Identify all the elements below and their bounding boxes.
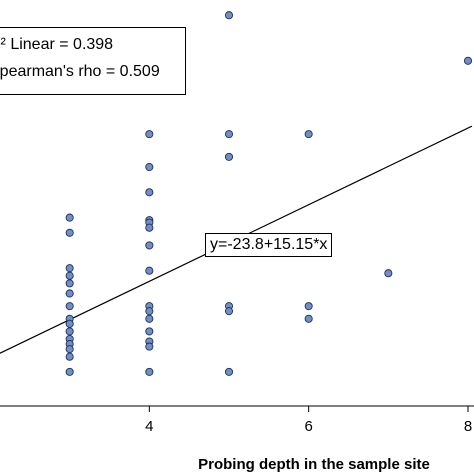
data-point (145, 266, 154, 275)
data-point (65, 213, 74, 222)
x-tick-label: 4 (145, 418, 153, 435)
data-point (145, 327, 154, 336)
data-point (65, 367, 74, 376)
data-point (65, 271, 74, 280)
x-tick-label: 8 (464, 418, 472, 435)
data-point (224, 152, 234, 161)
data-point (65, 319, 74, 328)
data-point (145, 314, 154, 323)
data-point (145, 307, 154, 316)
fit-equation-label: y=-23.8+15.15*x (205, 233, 333, 257)
legend-spearman-label: Spearman's rho = 0.509 (0, 63, 160, 80)
x-axis-label-text: Probing depth in the sample site (198, 456, 430, 473)
x-tick-label: 6 (304, 418, 312, 435)
data-point (224, 307, 234, 316)
data-point (65, 327, 74, 336)
x-axis-label: Probing depth in the sample site (0, 456, 474, 473)
data-point (65, 345, 74, 354)
data-point (145, 188, 154, 197)
data-point (145, 130, 154, 139)
data-point (224, 367, 234, 376)
data-point (384, 269, 393, 278)
data-point (224, 130, 234, 139)
data-point (65, 302, 74, 311)
data-point (65, 279, 74, 288)
data-point (145, 162, 154, 172)
data-point (65, 264, 74, 273)
data-point (65, 352, 74, 361)
data-point (145, 367, 154, 376)
legend-box: R² Linear = 0.398 Spearman's rho = 0.509 (0, 27, 186, 95)
data-point (304, 314, 313, 323)
data-point (65, 289, 74, 298)
data-point (145, 241, 154, 250)
data-point (304, 302, 313, 311)
x-axis: 4 6 8 (0, 405, 474, 435)
data-point (304, 130, 313, 139)
data-point (224, 11, 234, 20)
data-point (145, 223, 154, 232)
data-point (145, 342, 154, 351)
data-point (463, 56, 473, 65)
data-points (65, 11, 473, 376)
legend-r2-label: R² Linear = 0.398 (0, 36, 114, 53)
data-point (65, 228, 74, 237)
